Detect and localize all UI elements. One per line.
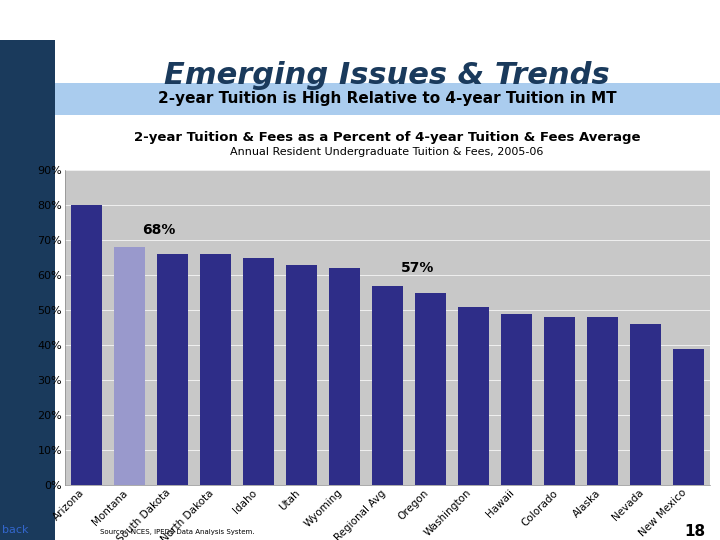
Text: 18: 18 xyxy=(684,524,705,539)
Bar xyxy=(200,254,230,485)
Text: Emerging Issues & Trends: Emerging Issues & Trends xyxy=(164,60,610,90)
Bar xyxy=(0,40,55,540)
Text: 57%: 57% xyxy=(400,261,433,275)
Bar xyxy=(588,317,618,485)
Text: MONTANA UNIVERSITY SYSTEM: MONTANA UNIVERSITY SYSTEM xyxy=(204,12,473,28)
Bar xyxy=(459,307,489,485)
Bar xyxy=(631,324,660,485)
Bar xyxy=(330,268,359,485)
Bar xyxy=(243,258,274,485)
Bar xyxy=(673,348,703,485)
Bar xyxy=(114,247,145,485)
Bar xyxy=(71,205,102,485)
Text: Source:  NCES, IPEDS Data Analysis System.: Source: NCES, IPEDS Data Analysis System… xyxy=(100,529,254,535)
Bar xyxy=(158,254,187,485)
Text: 2-year Tuition is High Relative to 4-year Tuition in MT: 2-year Tuition is High Relative to 4-yea… xyxy=(158,91,616,106)
Text: 2-year Tuition & Fees as a Percent of 4-year Tuition & Fees Average: 2-year Tuition & Fees as a Percent of 4-… xyxy=(134,132,640,145)
Bar xyxy=(501,314,531,485)
Text: back: back xyxy=(1,525,28,535)
Text: 68%: 68% xyxy=(143,222,176,237)
Bar xyxy=(287,265,317,485)
Bar xyxy=(415,293,446,485)
Bar xyxy=(55,83,720,115)
Text: Annual Resident Undergraduate Tuition & Fees, 2005-06: Annual Resident Undergraduate Tuition & … xyxy=(230,147,544,157)
Bar xyxy=(372,286,402,485)
Bar xyxy=(544,317,575,485)
